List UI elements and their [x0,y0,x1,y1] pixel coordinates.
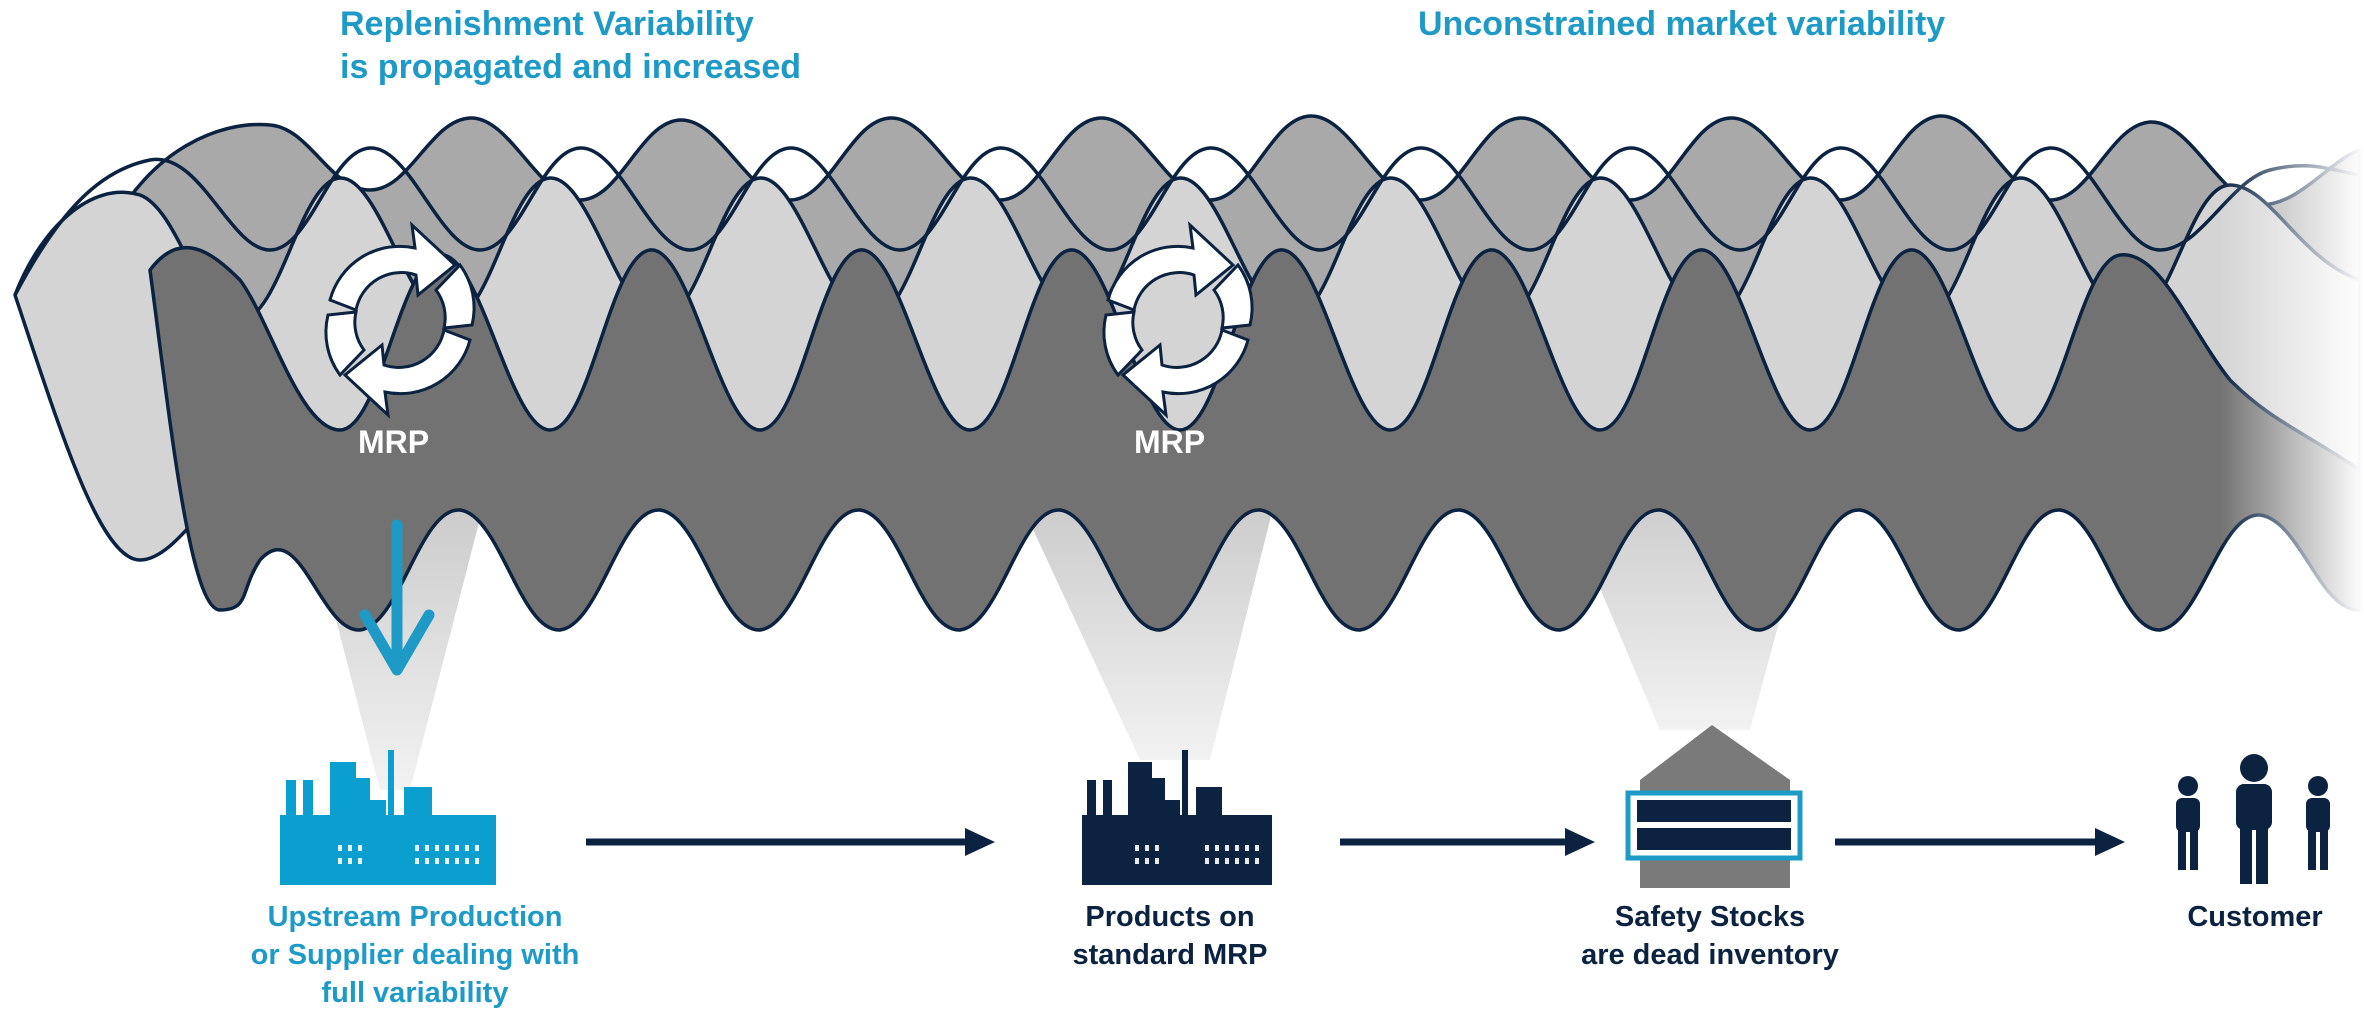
mrp-cycle-icon [1102,221,1254,419]
headline-replenishment: Replenishment Variability is propagated … [340,5,802,86]
wave-top-outline [13,146,2361,296]
warehouse-icon [1625,725,1803,888]
caption-safety-stocks: Safety Stocks are dead inventory [1581,901,1839,971]
caption-customer: Customer [2187,901,2323,933]
mrp-label: MRP [1134,424,1206,460]
caption-upstream: Upstream Production or Supplier dealing … [250,901,580,1009]
down-arrow-icon [359,519,435,676]
factory-icon [280,750,496,885]
factory-icon [1082,750,1272,885]
caption-mrp-products: Products on standard MRP [1072,901,1268,971]
people-icon [2176,754,2330,884]
headline-market: Unconstrained market variability [1418,5,1946,43]
mrp-label: MRP [358,424,430,460]
factory-windows [1135,845,1259,864]
wave-fade-right [2220,100,2364,660]
flow-arrows [586,828,2125,856]
factory-windows [338,845,479,864]
mrp-cycle-icon [324,221,476,419]
